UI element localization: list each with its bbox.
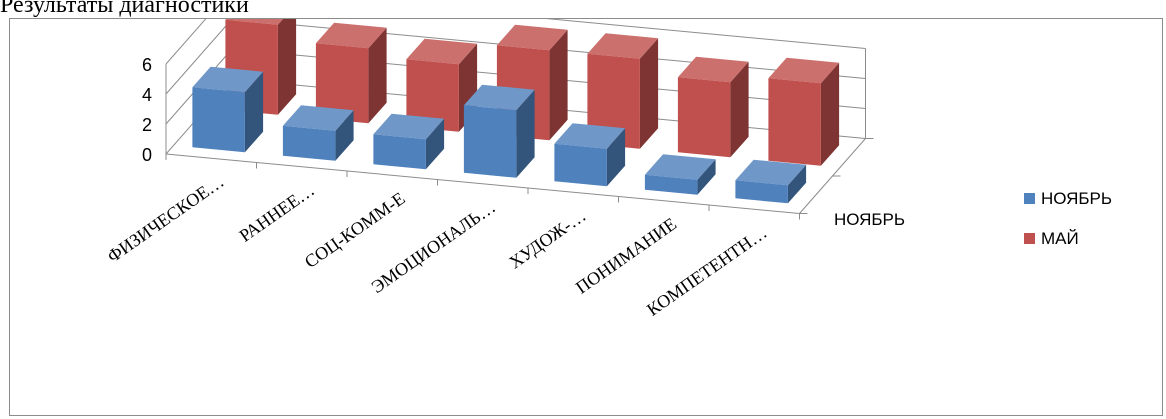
bar-ноябрь-7	[735, 159, 807, 204]
gridline-side	[165, 19, 207, 65]
bar-top	[406, 38, 478, 65]
bar-front	[282, 125, 336, 161]
bar-front	[587, 53, 640, 149]
bar-top	[282, 105, 354, 131]
bar-front	[406, 59, 459, 132]
bar-top	[496, 24, 568, 51]
bar-ноябрь-2	[282, 105, 354, 161]
bar-top	[644, 154, 716, 180]
bar-side	[425, 118, 445, 170]
y-tick-label: 4	[142, 85, 152, 105]
y-tick-label: 6	[142, 55, 152, 75]
bar-top	[677, 56, 749, 83]
bar-side	[549, 29, 568, 141]
depth-axis-label: НОЯБРЬ	[834, 210, 905, 229]
bar-side	[787, 164, 807, 204]
bar-front	[315, 43, 369, 124]
bar-май-2	[315, 22, 387, 124]
bar-side	[516, 89, 535, 178]
x-tick-label: ПОНИМАНИЕ	[572, 214, 680, 298]
bar-side	[820, 62, 840, 166]
bar-front	[373, 134, 426, 170]
legend-swatch-май	[1024, 233, 1035, 244]
bar-май-5	[587, 33, 659, 149]
bar-top	[192, 66, 264, 93]
bar-side	[368, 27, 387, 124]
bar-май-6	[677, 56, 749, 158]
bar-ноябрь-6	[644, 154, 716, 195]
x-tick-label: РАННЕЕ…	[236, 180, 318, 246]
bar-ноябрь-4	[463, 84, 535, 178]
bar-side	[697, 159, 716, 195]
bar-top	[315, 22, 387, 49]
bar-ноябрь-3	[373, 113, 445, 170]
bar-top	[554, 123, 626, 149]
x-tick-label: ХУДОЖ-…	[505, 205, 589, 272]
bar-front	[768, 78, 821, 166]
bar-front	[463, 105, 517, 178]
bar-front	[554, 143, 607, 187]
chart-bars	[192, 19, 840, 204]
gridline-side	[165, 19, 233, 95]
x-axis-line	[165, 153, 800, 214]
chart-frame: 0 2 4 6 ФИЗИЧЕСКОЕ… РАННЕЕ… СОЦ-КОММ-Е ЭМОЦИОНА…	[9, 18, 1163, 416]
y-tick-label: 2	[142, 115, 152, 135]
bar-май-3	[406, 38, 478, 132]
bar-top	[463, 84, 535, 111]
bar-top	[735, 159, 807, 186]
bar-side	[244, 71, 264, 153]
bar-side	[335, 110, 354, 161]
y-tick-label: 0	[142, 145, 152, 165]
bar-front	[644, 174, 698, 195]
chart-legend: НОЯБРЬ МАЙ	[1024, 189, 1112, 248]
bar-top	[587, 33, 659, 59]
bar-ноябрь-1	[192, 66, 264, 153]
bar-side	[277, 19, 297, 115]
bar-май-7	[768, 57, 840, 166]
legend-swatch-ноябрь	[1024, 193, 1035, 204]
bar-front	[677, 77, 731, 158]
bar-front	[735, 180, 788, 204]
x-tick-label: СОЦ-КОММ-Е	[301, 188, 409, 272]
legend-label-май: МАЙ	[1041, 229, 1079, 248]
page-heading: Результаты диагностики	[0, 0, 249, 18]
bar-ноябрь-5	[554, 123, 626, 187]
bar-side	[730, 61, 749, 158]
x-tick-label: ФИЗИЧЕСКОЕ…	[103, 171, 227, 266]
bar-top	[225, 19, 284, 25]
bar-front	[192, 87, 245, 153]
gridline-back	[546, 19, 866, 49]
bar-side	[639, 38, 659, 149]
legend-label-ноябрь: НОЯБРЬ	[1041, 189, 1112, 208]
bar-top	[373, 113, 445, 140]
bar-side	[606, 128, 626, 187]
bar-top	[768, 57, 840, 84]
